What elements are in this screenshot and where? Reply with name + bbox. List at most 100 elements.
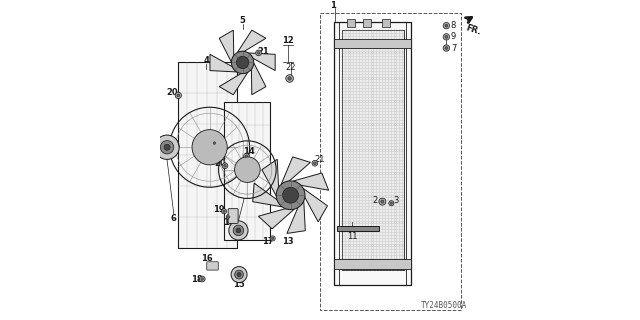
Circle shape [288,77,291,80]
Circle shape [192,130,227,165]
Text: 21: 21 [315,155,325,164]
Circle shape [245,155,248,157]
Circle shape [445,36,448,38]
FancyBboxPatch shape [207,262,218,270]
Text: 20: 20 [166,88,178,97]
Circle shape [237,273,241,276]
Text: 17: 17 [207,134,220,143]
Circle shape [233,225,244,236]
Text: 11: 11 [347,232,357,241]
Circle shape [200,276,205,282]
Circle shape [235,270,243,279]
Bar [337,226,378,231]
Circle shape [161,140,173,154]
Circle shape [443,22,449,29]
Bar [224,102,271,240]
Circle shape [201,278,204,280]
Circle shape [445,24,448,27]
Circle shape [224,164,227,167]
Circle shape [244,153,250,159]
Text: 22: 22 [285,63,296,72]
Circle shape [443,45,449,51]
Circle shape [381,200,384,203]
Circle shape [256,50,262,56]
Text: 18: 18 [191,275,203,284]
Circle shape [177,94,180,97]
Text: 14: 14 [243,147,255,156]
Text: 21: 21 [257,47,269,56]
Circle shape [271,237,274,240]
Bar [178,62,237,248]
Text: 3: 3 [394,196,399,205]
Bar [320,13,461,310]
Circle shape [212,140,218,146]
Text: 19: 19 [212,205,225,214]
Circle shape [388,201,394,206]
Text: 10: 10 [223,218,235,227]
Text: 13: 13 [282,237,293,246]
Polygon shape [262,159,278,196]
Circle shape [175,92,182,99]
Polygon shape [237,30,266,52]
Circle shape [229,221,248,240]
Circle shape [164,144,170,150]
Bar [347,19,355,27]
Text: 16: 16 [202,254,213,263]
Circle shape [228,216,230,218]
Circle shape [257,52,260,54]
Polygon shape [253,183,282,207]
Circle shape [236,228,241,233]
Bar [363,19,371,27]
Circle shape [445,47,448,50]
Circle shape [227,214,232,220]
Circle shape [221,209,227,214]
Bar [342,30,404,270]
Text: 17: 17 [262,237,274,246]
Circle shape [222,163,228,169]
Polygon shape [252,63,266,95]
Text: 12: 12 [282,36,294,44]
Bar [334,39,411,48]
Text: 5: 5 [239,16,246,25]
Text: 4: 4 [204,56,209,65]
Circle shape [232,51,254,74]
Circle shape [283,187,298,203]
Circle shape [155,135,179,159]
Circle shape [231,267,247,283]
Circle shape [235,157,260,182]
Circle shape [286,75,294,82]
Bar [334,259,411,268]
Text: 6: 6 [171,214,177,223]
Polygon shape [220,30,234,62]
Text: 9: 9 [450,32,456,41]
Text: 8: 8 [450,21,456,30]
Polygon shape [210,54,237,72]
Polygon shape [281,157,310,184]
Circle shape [390,202,392,204]
Bar [334,22,411,285]
Circle shape [276,181,305,210]
FancyBboxPatch shape [228,209,238,223]
Text: 1: 1 [330,1,336,10]
Text: 20: 20 [214,159,226,168]
Text: 7: 7 [452,44,457,52]
Polygon shape [259,209,294,229]
Circle shape [314,162,316,164]
Polygon shape [248,53,275,71]
Circle shape [312,160,318,166]
Text: FR.: FR. [465,23,482,36]
Circle shape [379,198,386,205]
Circle shape [270,236,275,241]
Polygon shape [293,173,328,190]
Circle shape [213,142,216,144]
Text: 2: 2 [372,196,378,204]
Circle shape [236,56,249,68]
Polygon shape [303,188,328,222]
Circle shape [223,210,225,212]
Polygon shape [220,72,248,95]
Bar [382,19,390,27]
Circle shape [443,34,449,40]
Text: 15: 15 [233,280,245,289]
Text: TY24B0500A: TY24B0500A [421,301,467,310]
Polygon shape [287,201,305,234]
